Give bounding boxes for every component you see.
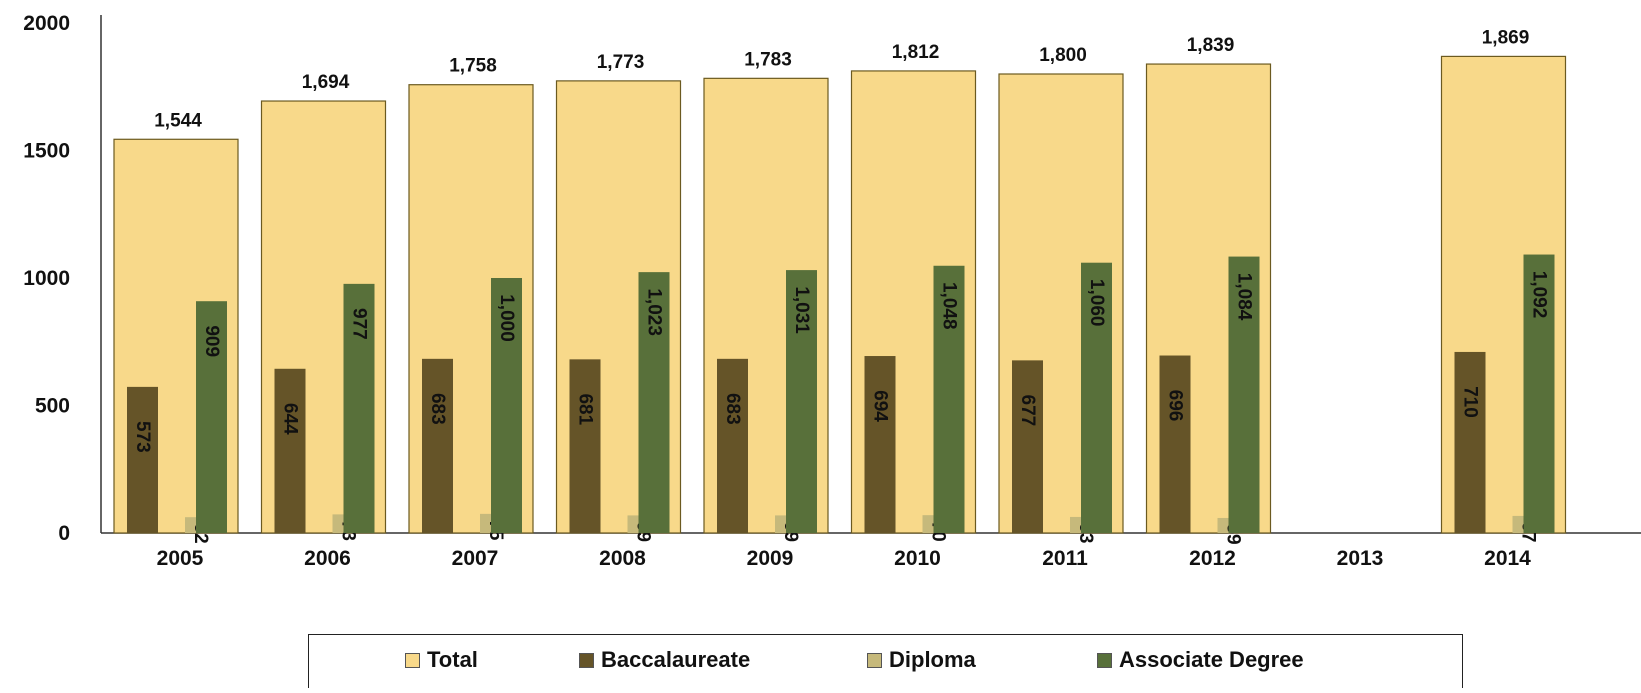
- bar-associate-degree-2012: [1228, 256, 1260, 533]
- y-tick-label-1500: 1500: [23, 140, 70, 163]
- data-label-baccalaureate-2008: 681: [575, 393, 596, 425]
- data-label-total-2011: 1,800: [1039, 45, 1087, 66]
- data-label-baccalaureate-2011: 677: [1017, 395, 1038, 427]
- y-tick-label-0: 0: [58, 522, 70, 545]
- bar-baccalaureate-2011: [1012, 360, 1043, 533]
- bar-baccalaureate-2007: [422, 358, 453, 533]
- data-label-total-2005: 1,544: [154, 110, 202, 131]
- bar-associate-degree-2009: [786, 270, 817, 533]
- data-label-baccalaureate-2005: 573: [132, 421, 153, 453]
- data-label-total-2007: 1,758: [449, 56, 497, 77]
- data-label-total-2006: 1,694: [302, 72, 350, 93]
- data-label-baccalaureate-2007: 683: [427, 393, 448, 425]
- legend-swatch-diploma: [867, 652, 882, 668]
- bar-associate-degree-2007: [491, 278, 522, 533]
- bar-baccalaureate-2005: [127, 386, 158, 533]
- data-label-total-2008: 1,773: [597, 52, 645, 73]
- x-tick-label-2006: 2006: [304, 547, 351, 570]
- legend-label-total: Total: [427, 647, 478, 672]
- chart-legend: Total Baccalaureate Diploma Associate De…: [308, 634, 1463, 688]
- bar-baccalaureate-2009: [717, 358, 748, 533]
- bar-baccalaureate-2014: [1454, 351, 1486, 533]
- bar-associate-degree-2006: [343, 283, 375, 533]
- x-tick-label-2010: 2010: [894, 547, 941, 570]
- data-label-associate-degree-2005: 909: [201, 325, 222, 357]
- data-label-associate-degree-2009: 1,031: [791, 286, 812, 334]
- x-tick-label-2008: 2008: [599, 547, 646, 570]
- data-label-associate-degree-2012: 1,084: [1234, 273, 1255, 321]
- bar-associate-degree-2011: [1081, 262, 1112, 533]
- y-tick-label-500: 500: [35, 395, 70, 418]
- x-tick-label-2005: 2005: [157, 547, 204, 570]
- bar-baccalaureate-2006: [274, 368, 306, 533]
- data-label-total-2014: 1,869: [1482, 27, 1530, 48]
- data-label-associate-degree-2010: 1,048: [939, 282, 960, 330]
- data-label-baccalaureate-2006: 644: [280, 403, 301, 435]
- x-tick-label-2013: 2013: [1337, 547, 1384, 570]
- y-tick-label-1000: 1000: [23, 267, 70, 290]
- legend-swatch-total: [405, 652, 420, 668]
- data-label-total-2010: 1,812: [892, 42, 940, 63]
- data-label-baccalaureate-2014: 710: [1460, 386, 1481, 418]
- data-label-associate-degree-2008: 1,023: [644, 288, 665, 336]
- legend-label-diploma: Diploma: [889, 647, 976, 672]
- legend-item-diploma: Diploma: [867, 647, 976, 673]
- x-tick-label-2014: 2014: [1484, 547, 1531, 570]
- legend-label-associate-degree: Associate Degree: [1119, 647, 1304, 672]
- legend-item-associate-degree: Associate Degree: [1097, 647, 1304, 673]
- bar-baccalaureate-2008: [569, 359, 601, 533]
- bar-associate-degree-2014: [1523, 254, 1555, 534]
- legend-label-baccalaureate: Baccalaureate: [601, 647, 751, 672]
- x-tick-label-2012: 2012: [1189, 547, 1236, 570]
- data-label-baccalaureate-2009: 683: [722, 393, 743, 425]
- data-label-associate-degree-2011: 1,060: [1086, 279, 1107, 327]
- data-label-baccalaureate-2012: 696: [1165, 390, 1186, 422]
- x-tick-label-2009: 2009: [747, 547, 794, 570]
- legend-item-total: Total: [405, 647, 478, 673]
- bar-baccalaureate-2010: [864, 356, 896, 533]
- y-tick-label-2000: 2000: [23, 12, 70, 35]
- data-label-associate-degree-2007: 1,000: [496, 294, 517, 342]
- legend-swatch-baccalaureate: [579, 652, 594, 668]
- bar-associate-degree-2010: [933, 265, 965, 533]
- data-label-total-2012: 1,839: [1187, 35, 1235, 56]
- x-tick-label-2011: 2011: [1042, 547, 1088, 570]
- data-label-total-2009: 1,783: [744, 49, 792, 70]
- data-label-baccalaureate-2010: 694: [870, 390, 891, 422]
- bar-associate-degree-2008: [638, 272, 670, 533]
- legend-swatch-associate-degree: [1097, 652, 1112, 668]
- bar-associate-degree-2005: [196, 301, 227, 533]
- bar-baccalaureate-2012: [1159, 355, 1191, 533]
- x-tick-label-2007: 2007: [452, 547, 499, 570]
- data-label-associate-degree-2014: 1,092: [1529, 271, 1550, 319]
- legend-item-baccalaureate: Baccalaureate: [579, 647, 750, 673]
- data-label-associate-degree-2006: 977: [349, 308, 370, 340]
